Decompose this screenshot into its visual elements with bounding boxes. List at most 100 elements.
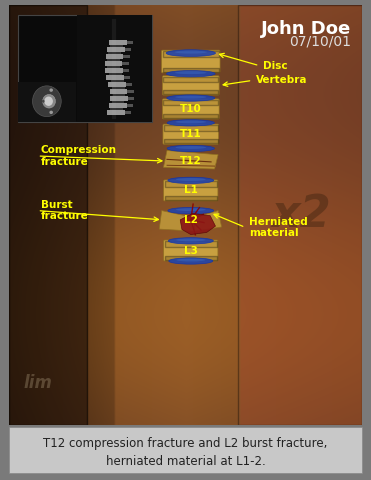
Ellipse shape	[49, 110, 53, 114]
Ellipse shape	[49, 88, 53, 92]
FancyBboxPatch shape	[239, 5, 362, 425]
Ellipse shape	[177, 259, 205, 262]
Text: T12 compression fracture and L2 burst fracture,: T12 compression fracture and L2 burst fr…	[43, 437, 328, 450]
FancyBboxPatch shape	[161, 50, 220, 73]
Bar	[122, 62, 129, 65]
Ellipse shape	[175, 72, 207, 74]
FancyBboxPatch shape	[165, 181, 217, 187]
Bar	[122, 69, 129, 72]
Ellipse shape	[166, 50, 216, 57]
Ellipse shape	[176, 208, 206, 211]
Text: Compression
fracture: Compression fracture	[41, 145, 117, 167]
FancyBboxPatch shape	[165, 241, 217, 247]
Bar	[108, 47, 125, 52]
Text: Vertebra: Vertebra	[256, 75, 308, 85]
FancyBboxPatch shape	[164, 140, 217, 143]
Bar	[128, 96, 134, 100]
Bar	[113, 94, 125, 96]
Text: herniated material at L1-2.: herniated material at L1-2.	[106, 455, 265, 468]
Ellipse shape	[42, 100, 45, 103]
FancyBboxPatch shape	[163, 124, 219, 144]
Ellipse shape	[176, 239, 206, 241]
Bar	[110, 96, 128, 101]
Bar	[109, 103, 127, 108]
Text: T11: T11	[180, 129, 202, 139]
Bar	[78, 15, 152, 122]
Text: Disc: Disc	[263, 60, 288, 71]
Text: x2: x2	[272, 193, 332, 236]
Text: L2: L2	[184, 215, 198, 225]
Bar	[112, 101, 124, 103]
Ellipse shape	[175, 146, 206, 149]
Ellipse shape	[167, 71, 215, 77]
Bar	[109, 73, 122, 75]
Polygon shape	[194, 211, 221, 231]
Bar	[106, 54, 123, 59]
Bar	[128, 90, 134, 93]
FancyBboxPatch shape	[162, 51, 219, 58]
FancyBboxPatch shape	[164, 240, 218, 261]
Bar	[127, 104, 133, 107]
Text: 07/10/01: 07/10/01	[289, 34, 351, 48]
FancyBboxPatch shape	[162, 68, 219, 72]
Bar	[125, 110, 131, 114]
Text: John Doe: John Doe	[261, 20, 351, 37]
Ellipse shape	[33, 86, 61, 117]
Ellipse shape	[175, 96, 206, 98]
Bar	[18, 82, 76, 122]
FancyBboxPatch shape	[162, 99, 219, 119]
Bar	[105, 61, 122, 66]
Bar	[111, 80, 124, 82]
FancyBboxPatch shape	[165, 256, 217, 260]
Bar	[105, 68, 122, 73]
Ellipse shape	[175, 120, 206, 123]
FancyBboxPatch shape	[164, 125, 217, 131]
Text: T12: T12	[180, 156, 202, 166]
Ellipse shape	[175, 50, 207, 54]
Ellipse shape	[168, 207, 214, 214]
Bar	[109, 40, 127, 45]
Ellipse shape	[167, 120, 214, 126]
Bar	[125, 48, 131, 51]
Bar	[123, 55, 129, 58]
FancyBboxPatch shape	[164, 114, 218, 118]
Bar	[106, 75, 124, 80]
Bar	[108, 52, 121, 54]
Ellipse shape	[167, 95, 215, 101]
FancyBboxPatch shape	[164, 100, 218, 106]
FancyBboxPatch shape	[164, 90, 218, 94]
FancyBboxPatch shape	[164, 77, 218, 82]
Bar	[110, 108, 122, 109]
Text: L1: L1	[184, 185, 198, 195]
Text: L3: L3	[184, 245, 198, 255]
FancyBboxPatch shape	[162, 76, 219, 95]
Text: Burst
fracture: Burst fracture	[41, 200, 89, 221]
FancyBboxPatch shape	[9, 5, 87, 425]
Bar	[110, 45, 122, 47]
Bar	[126, 83, 132, 86]
Ellipse shape	[43, 95, 56, 108]
Text: T10: T10	[180, 104, 202, 114]
Ellipse shape	[169, 258, 213, 264]
Bar	[127, 41, 133, 44]
Bar	[110, 89, 128, 94]
Polygon shape	[164, 151, 218, 169]
Bar	[108, 109, 125, 115]
Bar	[107, 59, 120, 61]
Polygon shape	[159, 211, 194, 231]
Bar	[108, 66, 120, 68]
Text: lim: lim	[23, 374, 52, 392]
Ellipse shape	[176, 178, 206, 181]
Bar	[124, 76, 130, 79]
FancyBboxPatch shape	[165, 196, 217, 200]
Ellipse shape	[44, 96, 53, 106]
Ellipse shape	[168, 238, 213, 244]
Bar	[108, 82, 126, 87]
Bar	[18, 15, 152, 122]
FancyBboxPatch shape	[164, 180, 218, 201]
Ellipse shape	[167, 145, 214, 152]
Ellipse shape	[168, 177, 214, 183]
Polygon shape	[180, 214, 216, 235]
Bar	[112, 87, 125, 89]
Text: Herniated
material: Herniated material	[249, 216, 308, 238]
